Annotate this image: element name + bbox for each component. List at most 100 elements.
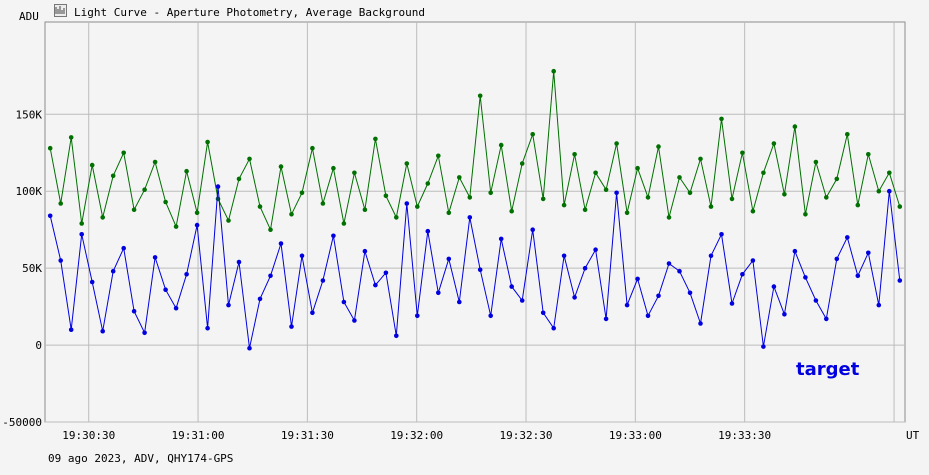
comparison-data-point	[373, 136, 378, 142]
target-data-point	[331, 233, 336, 239]
comparison-data-point	[226, 218, 231, 223]
comparison-data-point	[498, 142, 504, 148]
target-data-point	[320, 278, 326, 283]
target-data-point	[436, 290, 441, 296]
target-data-point	[824, 316, 829, 322]
comparison-data-point	[184, 168, 189, 174]
comparison-data-point	[362, 207, 368, 212]
comparison-data-point	[236, 176, 242, 182]
comparison-data-point	[603, 187, 609, 192]
comparison-data-point	[813, 159, 819, 165]
target-data-point	[425, 228, 431, 234]
target-data-point	[394, 333, 399, 339]
comparison-data-point	[624, 210, 630, 216]
y-tick-label: 0	[35, 339, 42, 352]
comparison-data-point	[257, 204, 263, 209]
comparison-series-line	[49, 71, 901, 232]
series-layer	[47, 68, 903, 351]
y-tick-label: 100K	[16, 185, 43, 198]
target-data-point	[373, 282, 378, 288]
target-data-point	[897, 278, 903, 283]
comparison-data-point	[394, 215, 399, 220]
target-data-point	[750, 258, 756, 263]
comparison-data-point	[729, 196, 735, 202]
target-data-point	[226, 302, 231, 308]
target-data-point	[289, 324, 294, 329]
target-data-point	[488, 313, 494, 319]
comparison-data-point	[383, 193, 389, 199]
target-data-point	[761, 344, 766, 349]
comparison-data-point	[247, 156, 252, 162]
target-data-point	[666, 261, 672, 266]
comparison-data-point	[425, 181, 431, 186]
target-data-point	[603, 316, 609, 322]
comparison-data-point	[593, 170, 598, 176]
comparison-data-point	[310, 145, 315, 151]
target-data-point	[635, 276, 640, 282]
target-data-point	[352, 318, 357, 323]
comparison-data-point	[278, 164, 284, 169]
target-data-point	[163, 287, 168, 293]
comparison-data-point	[320, 201, 326, 206]
target-data-point	[89, 279, 95, 285]
comparison-data-point	[666, 215, 672, 220]
target-data-point	[79, 232, 84, 237]
target-data-point	[257, 296, 263, 302]
comparison-data-point	[68, 135, 74, 140]
comparison-data-point	[89, 162, 95, 168]
comparison-data-point	[897, 204, 903, 209]
target-data-point	[457, 299, 462, 305]
target-data-point	[268, 273, 273, 279]
target-series-line	[49, 186, 901, 349]
target-data-point	[47, 213, 53, 219]
x-tick-label: 19:32:00	[390, 429, 443, 442]
comparison-data-point	[152, 159, 158, 165]
target-data-point	[152, 255, 158, 260]
comparison-data-point	[519, 161, 525, 166]
comparison-data-point	[582, 207, 588, 212]
target-data-point	[887, 188, 892, 194]
comparison-data-point	[142, 187, 147, 192]
target-data-point	[236, 259, 242, 265]
comparison-data-point	[572, 152, 577, 157]
target-series	[47, 184, 903, 351]
comparison-data-point	[876, 188, 882, 194]
x-tick-label: 19:33:00	[609, 429, 662, 442]
light-curve-icon[interactable]	[54, 4, 67, 17]
x-tick-label: 19:31:30	[281, 429, 334, 442]
comparison-data-point	[824, 195, 829, 200]
target-data-point	[509, 284, 514, 289]
x-tick-label: 19:32:30	[500, 429, 553, 442]
target-data-point	[519, 298, 525, 303]
comparison-data-point	[79, 221, 84, 226]
comparison-data-point	[415, 204, 420, 209]
comparison-data-point	[467, 195, 473, 200]
target-data-point	[614, 190, 619, 196]
target-data-point	[845, 235, 850, 240]
target-data-point	[624, 302, 630, 308]
comparison-series	[47, 68, 903, 232]
target-data-point	[415, 313, 420, 319]
target-data-point	[498, 236, 504, 242]
comparison-data-point	[341, 221, 347, 226]
target-data-point	[698, 321, 703, 326]
target-data-point	[142, 330, 147, 336]
target-data-point	[404, 201, 410, 206]
target-data-point	[173, 305, 179, 311]
target-data-point	[530, 227, 535, 232]
comparison-data-point	[268, 227, 273, 232]
comparison-data-point	[331, 165, 336, 171]
target-data-point	[687, 290, 693, 296]
comparison-data-point	[352, 170, 357, 176]
target-annotation: target	[796, 359, 860, 380]
tick-labels: 150K 100K 50K 0 -50000 19:30:30 19:31:00 19:31:…	[2, 108, 771, 442]
comparison-data-point	[866, 152, 871, 157]
comparison-data-point	[131, 207, 137, 212]
comparison-data-point	[58, 201, 63, 206]
target-data-point	[205, 325, 210, 331]
target-data-point	[278, 241, 284, 246]
comparison-data-point	[173, 224, 179, 229]
target-data-point	[362, 248, 368, 254]
